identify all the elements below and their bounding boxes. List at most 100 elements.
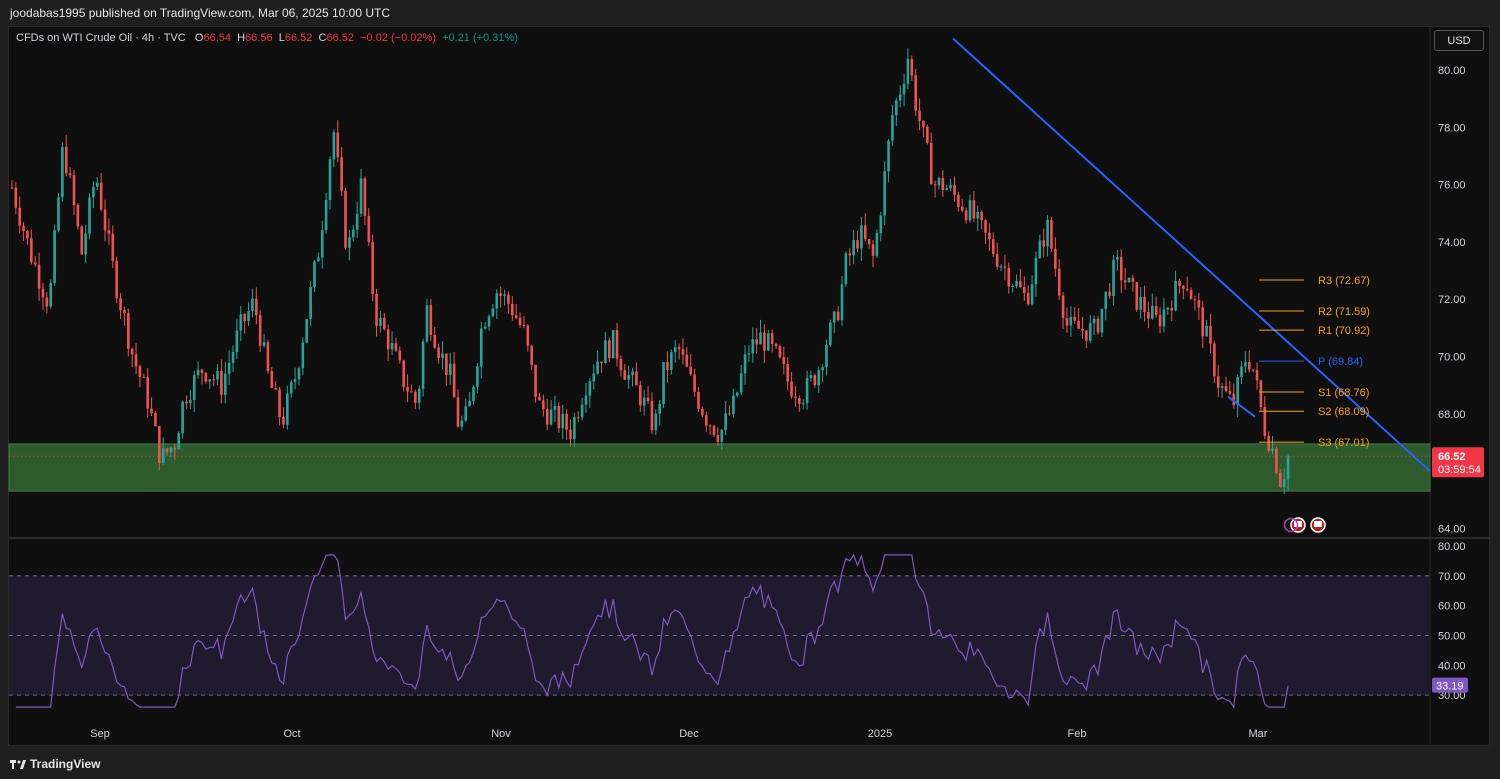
short-trendline [1227, 395, 1256, 418]
candle-body [813, 375, 817, 386]
candle-body [743, 354, 747, 374]
candle-body [1263, 406, 1267, 436]
candle-body [1158, 314, 1162, 327]
candle-body [1061, 295, 1065, 319]
candle-body [829, 322, 832, 345]
candle-body [165, 448, 169, 453]
candle-body [666, 362, 669, 370]
candle-body [1220, 386, 1224, 388]
rsi-tick-label: 50.00 [1438, 630, 1466, 642]
candle-body [30, 238, 33, 263]
candle-body [898, 94, 902, 101]
candle-body [1271, 448, 1274, 451]
candle-body [84, 233, 87, 255]
candle-body [1065, 318, 1069, 326]
candle-body [340, 157, 343, 191]
candle-body [619, 358, 623, 371]
candle-body [1081, 328, 1084, 331]
candle-body [258, 314, 262, 346]
candle-body [534, 364, 537, 397]
candle-body [1216, 376, 1220, 388]
candle-body [1030, 284, 1034, 305]
candle-body [716, 434, 720, 442]
candle-body [701, 408, 704, 416]
candle-body [212, 379, 215, 381]
candle-body [1151, 305, 1154, 319]
candle-body [452, 363, 456, 398]
candle-body [1232, 393, 1236, 406]
candle-body [1182, 285, 1185, 289]
candle-body [953, 185, 956, 195]
candle-body [580, 404, 584, 418]
tradingview-logo[interactable]: TradingView [10, 757, 100, 771]
descending-trendline [952, 37, 1431, 472]
candle-body [448, 363, 452, 375]
candle-body [386, 329, 390, 350]
candle-body [351, 229, 355, 238]
candle-body [61, 146, 64, 198]
candle-body [530, 345, 533, 365]
candle-body [832, 311, 836, 323]
time-axis-label: Feb [1068, 728, 1087, 740]
time-axis-label: Nov [491, 728, 511, 740]
currency-button[interactable]: USD [1434, 30, 1484, 51]
candle-body [479, 328, 483, 367]
candle-body [879, 215, 883, 234]
candle-body [1015, 281, 1018, 286]
candle-body [402, 360, 405, 387]
candle-body [1286, 456, 1290, 480]
low-label: L [278, 32, 285, 44]
candle-body [763, 332, 766, 351]
candle-body [623, 370, 627, 380]
candle-body [860, 225, 863, 249]
candle-body [891, 115, 894, 141]
symbol-legend: CFDs on WTI Crude Oil · 4h · TVC O66.54 … [16, 32, 518, 44]
candle-body [76, 205, 80, 227]
candle-body [677, 347, 681, 350]
candle-body [503, 294, 506, 297]
rsi-value-label: 33.19 [1436, 681, 1464, 693]
candle-body [196, 369, 200, 376]
extra-change-value: +0.21 (+0.31%) [442, 32, 518, 44]
candle-body [887, 140, 890, 172]
pivot-label: S3 (67.01) [1318, 437, 1369, 449]
candle-body [410, 391, 413, 393]
candle-body [1143, 296, 1146, 313]
footer-brand: TradingView [30, 757, 101, 771]
candle-body [1209, 325, 1212, 344]
candle-body [650, 401, 654, 431]
candle-body [305, 319, 309, 343]
candle-body [150, 408, 153, 414]
candle-body [863, 225, 867, 240]
candle-body [798, 398, 801, 404]
candle-body [123, 310, 126, 314]
candle-body [670, 352, 673, 370]
candle-body [1197, 300, 1201, 308]
candle-body [379, 317, 382, 326]
candle-body [177, 433, 181, 450]
candle-body [856, 240, 859, 249]
candle-body [627, 375, 630, 380]
candle-body [68, 173, 72, 176]
candle-body [1236, 377, 1239, 406]
candle-body [906, 58, 910, 84]
candle-body [735, 392, 739, 396]
rsi-tick-label: 60.00 [1438, 601, 1466, 613]
candle-body [437, 347, 440, 359]
candle-body [728, 413, 731, 415]
candle-body [301, 342, 305, 369]
candle-body [398, 350, 402, 361]
candle-body [53, 230, 56, 283]
candle-body [1023, 287, 1026, 294]
candle-body [414, 391, 417, 403]
open-value: 66.54 [203, 32, 231, 44]
low-value: 66.52 [284, 32, 313, 44]
candle-body [739, 373, 743, 393]
candle-body [972, 200, 976, 219]
candle-body [1205, 325, 1208, 337]
candle-body [991, 239, 995, 255]
candle-body [332, 132, 336, 160]
candle-body [596, 361, 599, 374]
candle-body [282, 416, 285, 425]
